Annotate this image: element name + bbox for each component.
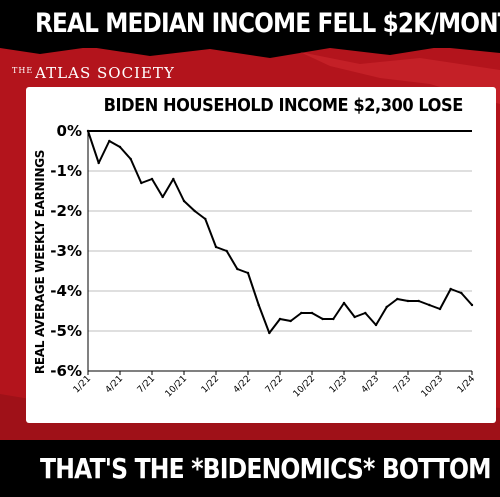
footer-tagline: THAT'S THE *BIDENOMICS* BOTTOM LINE	[40, 452, 500, 485]
x-tick-label: 7/22	[264, 374, 285, 395]
y-axis-ticks: 0% -1% -2% -3% -4% -5% -6%	[50, 122, 82, 380]
gridlines	[87, 130, 472, 372]
data-point	[374, 323, 378, 327]
top-banner	[0, 0, 500, 48]
x-tick-label: 10/23	[420, 374, 445, 399]
y-tick-label: -4%	[50, 282, 82, 300]
data-point	[310, 311, 314, 315]
data-point	[225, 249, 228, 253]
chart-title: BIDEN HOUSEHOLD INCOME $2,300 LOSE	[103, 95, 464, 116]
y-tick-label: -2%	[50, 202, 82, 220]
data-point	[129, 157, 132, 161]
x-tick-label: 7/21	[136, 374, 157, 395]
data-point	[214, 245, 218, 249]
data-point	[172, 177, 175, 181]
x-tick-label: 1/23	[328, 374, 349, 395]
source-note: Source: Bureau Of Labor Statistics	[314, 403, 484, 415]
x-tick-label: 7/23	[392, 374, 413, 395]
data-point	[417, 299, 420, 303]
brand-logo: THE ATLAS SOCIETY	[12, 64, 175, 82]
bottom-banner	[0, 440, 500, 497]
data-point	[108, 139, 111, 143]
data-point	[428, 303, 431, 307]
y-tick-label: -5%	[50, 322, 82, 340]
data-point	[182, 199, 186, 203]
x-tick-label: 1/22	[200, 374, 221, 395]
data-point	[438, 307, 442, 311]
data-point	[353, 315, 356, 319]
x-tick-label: 1/24	[456, 374, 478, 396]
data-point	[449, 287, 452, 291]
data-point	[118, 145, 122, 149]
data-point	[364, 311, 367, 315]
data-point	[204, 217, 207, 221]
y-tick-label: -6%	[50, 362, 82, 380]
data-point	[278, 317, 282, 321]
data-point	[470, 303, 474, 307]
headline: REAL MEDIAN INCOME FELL $2K/MONTH	[35, 8, 500, 39]
y-tick-label: -3%	[50, 242, 82, 260]
x-tick-label: 4/22	[232, 374, 253, 395]
data-point	[342, 301, 346, 305]
data-point	[406, 299, 410, 303]
data-point	[289, 319, 292, 323]
y-tick-label: 0%	[57, 122, 82, 140]
data-point	[161, 195, 164, 199]
data-point	[268, 331, 271, 335]
x-axis-ticks: 1/21 4/21 7/21 10/21 1/22 4/22 7/22 10/22 1/23 4/…	[72, 371, 478, 399]
y-tick-label: -1%	[50, 162, 82, 180]
data-point	[321, 317, 324, 321]
brand-the: THE	[12, 66, 34, 75]
x-tick-label: 4/21	[104, 374, 125, 395]
data-point	[300, 311, 303, 315]
data-point	[193, 209, 196, 213]
data-point	[150, 177, 154, 181]
y-axis-label: REAL AVERAGE WEEKLY EARNINGS	[33, 149, 47, 375]
chart-panel	[26, 87, 496, 423]
series-layer	[86, 129, 474, 335]
x-tick-label: 10/22	[292, 374, 317, 399]
series-line	[87, 130, 473, 334]
brand-name: ATLAS SOCIETY	[35, 64, 175, 82]
data-point	[140, 181, 143, 185]
data-point	[236, 267, 239, 271]
data-point	[246, 271, 250, 275]
data-point	[460, 291, 463, 295]
data-point	[385, 305, 388, 309]
x-tick-label: 4/23	[360, 374, 381, 395]
data-point	[257, 303, 260, 307]
data-point	[86, 129, 90, 133]
x-tick-label: 10/21	[164, 374, 189, 399]
data-point	[97, 161, 100, 165]
data-point	[396, 297, 399, 301]
data-point	[332, 317, 335, 321]
